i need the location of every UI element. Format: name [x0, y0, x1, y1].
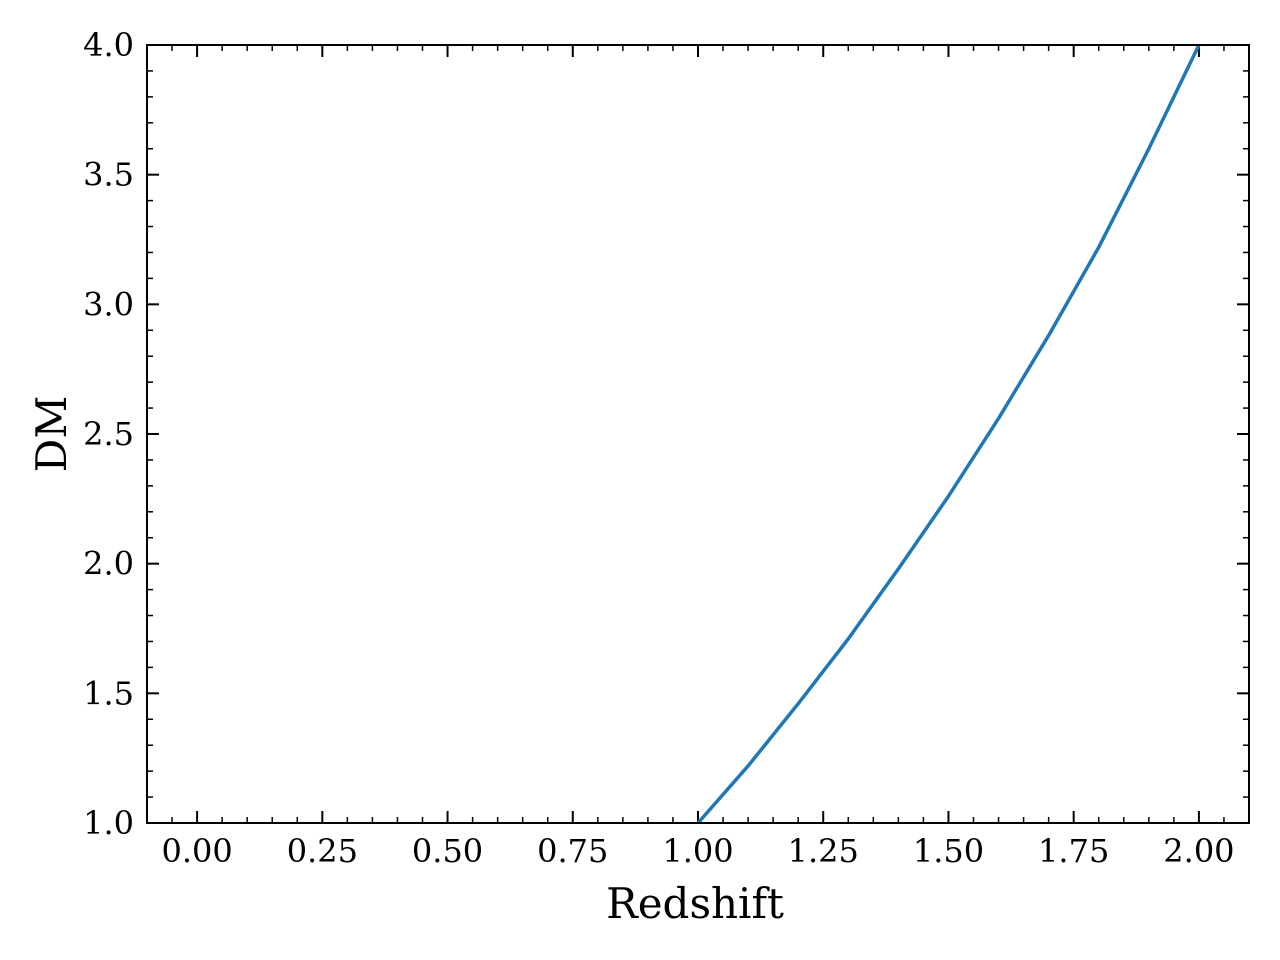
x-tick-labels: 0.00 0.25 0.50 0.75 1.00 1.25 1.50 1.75 2.00	[161, 832, 1234, 870]
y-tick-labels: 1.0 1.5 2.0 2.5 3.0 3.5 4.0	[83, 26, 134, 842]
plot-area	[147, 45, 1249, 823]
x-tick-label: 0.25	[287, 832, 358, 870]
series-layer	[696, 44, 1201, 825]
y-tick-label: 4.0	[83, 26, 134, 64]
series-line-0	[696, 44, 1201, 825]
x-tick-label: 2.00	[1163, 832, 1234, 870]
x-tick-label: 1.25	[788, 832, 859, 870]
x-tick-label: 0.50	[412, 832, 483, 870]
x-tick-label: 0.75	[537, 832, 608, 870]
x-tick-label: 1.50	[913, 832, 984, 870]
x-axis-title: Redshift	[606, 879, 784, 928]
y-tick-label: 1.0	[83, 804, 134, 842]
y-tick-label: 3.5	[83, 156, 134, 194]
y-tick-label: 3.0	[83, 285, 134, 323]
x-tick-label: 0.00	[161, 832, 232, 870]
plot-frame	[146, 44, 1250, 824]
y-tick-label: 2.0	[83, 545, 134, 583]
y-axis-title: DM	[27, 396, 76, 473]
y-tick-label: 2.5	[83, 415, 134, 453]
y-tick-label: 1.5	[83, 674, 134, 712]
x-tick-label: 1.75	[1038, 832, 1109, 870]
x-tick-label: 1.00	[662, 832, 733, 870]
